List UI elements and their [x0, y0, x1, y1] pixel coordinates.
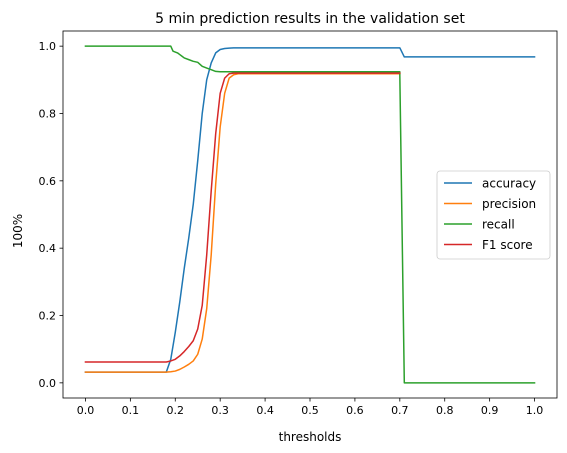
y-tick-label: 0.6 [39, 175, 57, 188]
x-tick-label: 0.9 [481, 404, 499, 417]
legend-label: accuracy [482, 177, 536, 191]
y-axis-label: 100% [11, 214, 25, 248]
legend-label: recall [482, 218, 515, 232]
legend: accuracy precision recall F1 score [436, 170, 551, 260]
x-tick-label: 0.1 [122, 404, 140, 417]
series-layer [84, 45, 536, 384]
x-tick-label: 0.0 [77, 404, 95, 417]
y-tick-label: 0.4 [39, 242, 57, 255]
x-tick-label: 0.3 [211, 404, 229, 417]
x-axis-label: thresholds [279, 430, 342, 444]
x-tick-label: 0.6 [346, 404, 364, 417]
y-tick-label: 1.0 [39, 40, 57, 53]
x-tick-label: 0.8 [436, 404, 454, 417]
legend-label: precision [482, 197, 536, 211]
legend-label: F1 score [482, 238, 533, 252]
axes-layer: 0.0 0.1 0.2 0.3 0.4 0.5 0.6 0.7 0.8 0.9 1.0 0.0 0.2 0… [39, 30, 558, 417]
series-line-f1-score [84, 72, 401, 363]
x-tick-label: 0.2 [167, 404, 185, 417]
x-tick-label: 1.0 [526, 404, 544, 417]
y-tick-label: 0.8 [39, 107, 57, 120]
series-line-accuracy [84, 47, 536, 373]
chart-title: 5 min prediction results in the validati… [155, 11, 465, 27]
legend-box [436, 170, 551, 260]
y-tick-label: 0.0 [39, 377, 57, 390]
x-tick-label: 0.5 [301, 404, 319, 417]
x-tick-label: 0.4 [256, 404, 274, 417]
y-tick-label: 0.2 [39, 310, 57, 323]
series-line-recall [84, 45, 536, 384]
x-tick-label: 0.7 [391, 404, 409, 417]
